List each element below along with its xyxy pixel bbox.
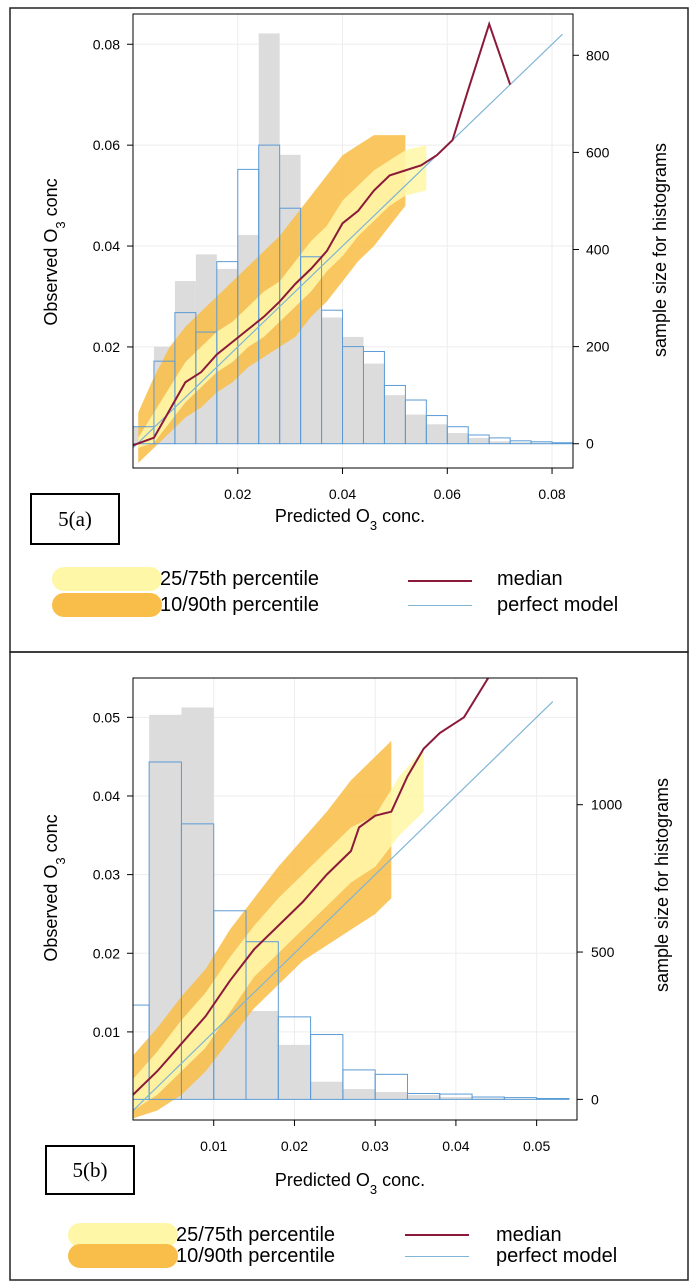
- y-tick-label: 0.06: [93, 137, 120, 153]
- legend-label-median-a: median: [497, 568, 563, 591]
- hist-bar-predicted: [363, 364, 384, 444]
- y2-tick-label: 0: [591, 1091, 599, 1107]
- legend-label-p10-90-a: 10/90th percentile: [160, 594, 319, 617]
- y2-tick-label: 600: [586, 144, 610, 160]
- hist-bar-predicted: [343, 337, 364, 444]
- hist-bar-predicted: [259, 33, 280, 443]
- legend-swatch-median-b: [405, 1234, 469, 1236]
- legend-label-median-b: median: [496, 1224, 562, 1247]
- hist-bar-observed: [552, 443, 573, 444]
- y2-tick-label: 1000: [591, 797, 622, 813]
- y2-tick-label: 400: [586, 241, 610, 257]
- y2-axis-title: sample size for histograms: [650, 143, 670, 357]
- hist-bar-observed: [537, 1098, 569, 1099]
- x-tick-label: 0.04: [442, 1138, 469, 1154]
- y-tick-label: 0.05: [93, 709, 120, 725]
- y2-axis-title: sample size for histograms: [652, 778, 672, 992]
- hist-bar-predicted: [468, 438, 489, 444]
- x-tick-label: 0.01: [200, 1138, 227, 1154]
- y-tick-label: 0.02: [93, 945, 120, 961]
- legend-swatch-p10-90-b: [68, 1244, 178, 1268]
- legend-swatch-perfect-a: [408, 605, 472, 606]
- y-tick-label: 0.04: [93, 238, 120, 254]
- hist-bar-predicted: [384, 395, 405, 444]
- legend-label-p25-75-a: 25/75th percentile: [160, 568, 319, 591]
- y-axis-title: Observed O3 conc: [41, 814, 68, 961]
- x-axis-title: Predicted O3 conc.: [275, 506, 425, 533]
- x-tick-label: 0.04: [329, 486, 356, 502]
- y-tick-label: 0.04: [93, 788, 120, 804]
- legend-swatch-p10-90-a: [52, 593, 162, 617]
- x-axis-title: Predicted O3 conc.: [275, 1170, 425, 1197]
- legend-swatch-median-a: [408, 580, 472, 582]
- chart-panel-b: 0.01 0.02 0.03 0.04 0.05 0.01 0.02 0.03 0.04 0.05…: [41, 678, 672, 1197]
- legend-label-perfect-a: perfect model: [497, 594, 618, 617]
- legend-label-p10-90-b: 10/90th percentile: [176, 1245, 335, 1268]
- hist-bar-predicted: [375, 1092, 407, 1099]
- y-tick-label: 0.01: [93, 1024, 120, 1040]
- legend-label-p25-75-b: 25/75th percentile: [176, 1224, 335, 1247]
- hist-bar-predicted: [343, 1089, 375, 1099]
- hist-bar-predicted: [246, 1011, 278, 1099]
- hist-bar-predicted: [405, 415, 426, 444]
- hist-bar-predicted: [447, 433, 468, 444]
- x-tick-label: 0.06: [434, 486, 461, 502]
- hist-bar-predicted: [322, 317, 343, 443]
- x-tick-label: 0.02: [224, 486, 251, 502]
- legend-label-perfect-b: perfect model: [496, 1245, 617, 1268]
- legend-swatch-p25-75-a: [52, 567, 162, 591]
- hist-bar-predicted: [278, 1045, 310, 1100]
- x-tick-label: 0.03: [362, 1138, 389, 1154]
- panel-label-b: 5(b): [45, 1145, 135, 1195]
- y2-tick-label: 0: [586, 436, 594, 452]
- x-tick-label: 0.05: [523, 1138, 550, 1154]
- hist-bar-predicted: [426, 424, 447, 443]
- legend-swatch-perfect-b: [405, 1256, 469, 1257]
- y-tick-label: 0.08: [93, 36, 120, 52]
- x-tick-label: 0.08: [538, 486, 565, 502]
- y2-tick-label: 800: [586, 47, 610, 63]
- y2-tick-label: 200: [586, 339, 610, 355]
- y-tick-label: 0.03: [93, 867, 120, 883]
- y-tick-label: 0.02: [93, 339, 120, 355]
- y-axis-title: Observed O3 conc: [41, 178, 68, 325]
- hist-bar-predicted: [407, 1095, 439, 1099]
- panel-label-a: 5(a): [30, 493, 120, 545]
- y2-tick-label: 500: [591, 944, 615, 960]
- hist-bar-predicted: [311, 1082, 343, 1100]
- x-tick-label: 0.02: [281, 1138, 308, 1154]
- chart-panel-a: 0.02 0.04 0.06 0.08 0.02 0.04 0.06 0.08 0 200 400 6…: [41, 14, 670, 533]
